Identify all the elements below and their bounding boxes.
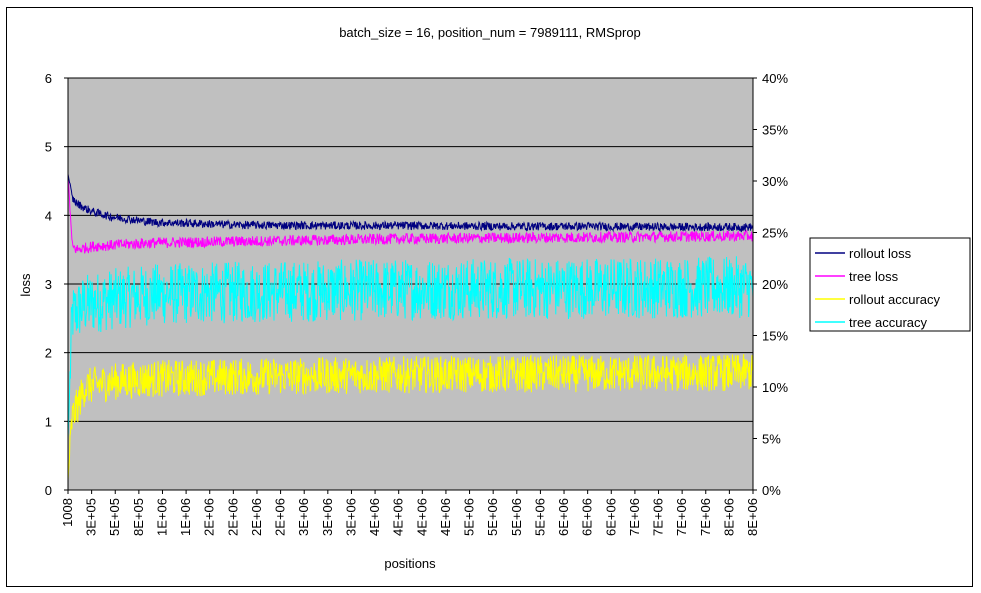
x-tick-label: 2E+06 <box>249 498 264 536</box>
x-axis-ticks: 1008 3E+05 5E+05 8E+05 1E+06 1E+06 2E+06 2E+06 2… <box>60 490 760 536</box>
y-right-tick-label: 25% <box>762 226 788 241</box>
x-tick-label: 5E+06 <box>485 498 500 536</box>
y-left-tick-label: 5 <box>45 140 52 155</box>
y-axis-label: loss <box>18 273 33 297</box>
legend-label: rollout loss <box>849 246 912 261</box>
x-tick-label: 8E+05 <box>131 498 146 536</box>
x-tick-label: 8E+06 <box>721 498 736 536</box>
x-tick-label: 5E+06 <box>509 498 524 536</box>
series-group <box>67 174 754 480</box>
x-tick-label: 5E+06 <box>462 498 477 536</box>
x-tick-label: 4E+06 <box>414 498 429 536</box>
x-tick-label: 7E+06 <box>627 498 642 536</box>
y-right-tick-label: 30% <box>762 174 788 189</box>
y-left-tick-label: 3 <box>45 277 52 292</box>
x-tick-label: 1008 <box>60 498 75 527</box>
y-axis-right-ticks: 0% 5% 10% 15% 20% 25% 30% 35% 40% <box>753 71 788 498</box>
y-left-tick-label: 1 <box>45 414 52 429</box>
y-right-tick-label: 15% <box>762 329 788 344</box>
x-tick-label: 2E+06 <box>225 498 240 536</box>
y-right-tick-label: 0% <box>762 483 781 498</box>
series-line-rollout-accuracy <box>67 354 754 480</box>
legend-label: rollout accuracy <box>849 292 941 307</box>
x-tick-label: 3E+06 <box>343 498 358 536</box>
y-left-tick-label: 2 <box>45 346 52 361</box>
y-right-tick-label: 20% <box>762 277 788 292</box>
chart-title: batch_size = 16, position_num = 7989111,… <box>339 25 641 40</box>
y-right-tick-label: 10% <box>762 380 788 395</box>
series-line-rollout-loss <box>67 174 754 233</box>
x-tick-label: 1E+06 <box>178 498 193 536</box>
legend-label: tree accuracy <box>849 315 928 330</box>
grid-lines <box>68 77 753 422</box>
x-tick-label: 1E+06 <box>154 498 169 536</box>
x-tick-label: 7E+06 <box>674 498 689 536</box>
series-line-tree-accuracy <box>67 256 754 439</box>
y-axis-left-ticks: 0 1 2 3 4 5 6 <box>45 71 68 498</box>
y-left-tick-label: 6 <box>45 71 52 86</box>
x-tick-label: 2E+06 <box>273 498 288 536</box>
x-tick-label: 6E+06 <box>580 498 595 536</box>
x-tick-label: 4E+06 <box>391 498 406 536</box>
legend: rollout loss tree loss rollout accuracy tre… <box>809 237 971 332</box>
x-tick-label: 3E+06 <box>320 498 335 536</box>
y-left-tick-label: 0 <box>45 483 52 498</box>
x-tick-label: 8E+06 <box>745 498 760 536</box>
y-left-tick-label: 4 <box>45 208 52 223</box>
legend-label: tree loss <box>849 269 899 284</box>
x-tick-label: 6E+06 <box>556 498 571 536</box>
y-right-tick-label: 35% <box>762 123 788 138</box>
y-right-tick-label: 40% <box>762 71 788 86</box>
y-right-tick-label: 5% <box>762 432 781 447</box>
x-tick-label: 3E+05 <box>84 498 99 536</box>
series-line-tree-loss <box>67 174 754 254</box>
x-tick-label: 2E+06 <box>202 498 217 536</box>
x-tick-label: 7E+06 <box>698 498 713 536</box>
x-tick-label: 6E+06 <box>603 498 618 536</box>
x-tick-label: 4E+06 <box>438 498 453 536</box>
x-tick-label: 5E+06 <box>532 498 547 536</box>
x-tick-label: 3E+06 <box>296 498 311 536</box>
x-tick-label: 5E+05 <box>107 498 122 536</box>
x-tick-label: 4E+06 <box>367 498 382 536</box>
x-axis-label: positions <box>384 556 436 571</box>
x-tick-label: 7E+06 <box>651 498 666 536</box>
